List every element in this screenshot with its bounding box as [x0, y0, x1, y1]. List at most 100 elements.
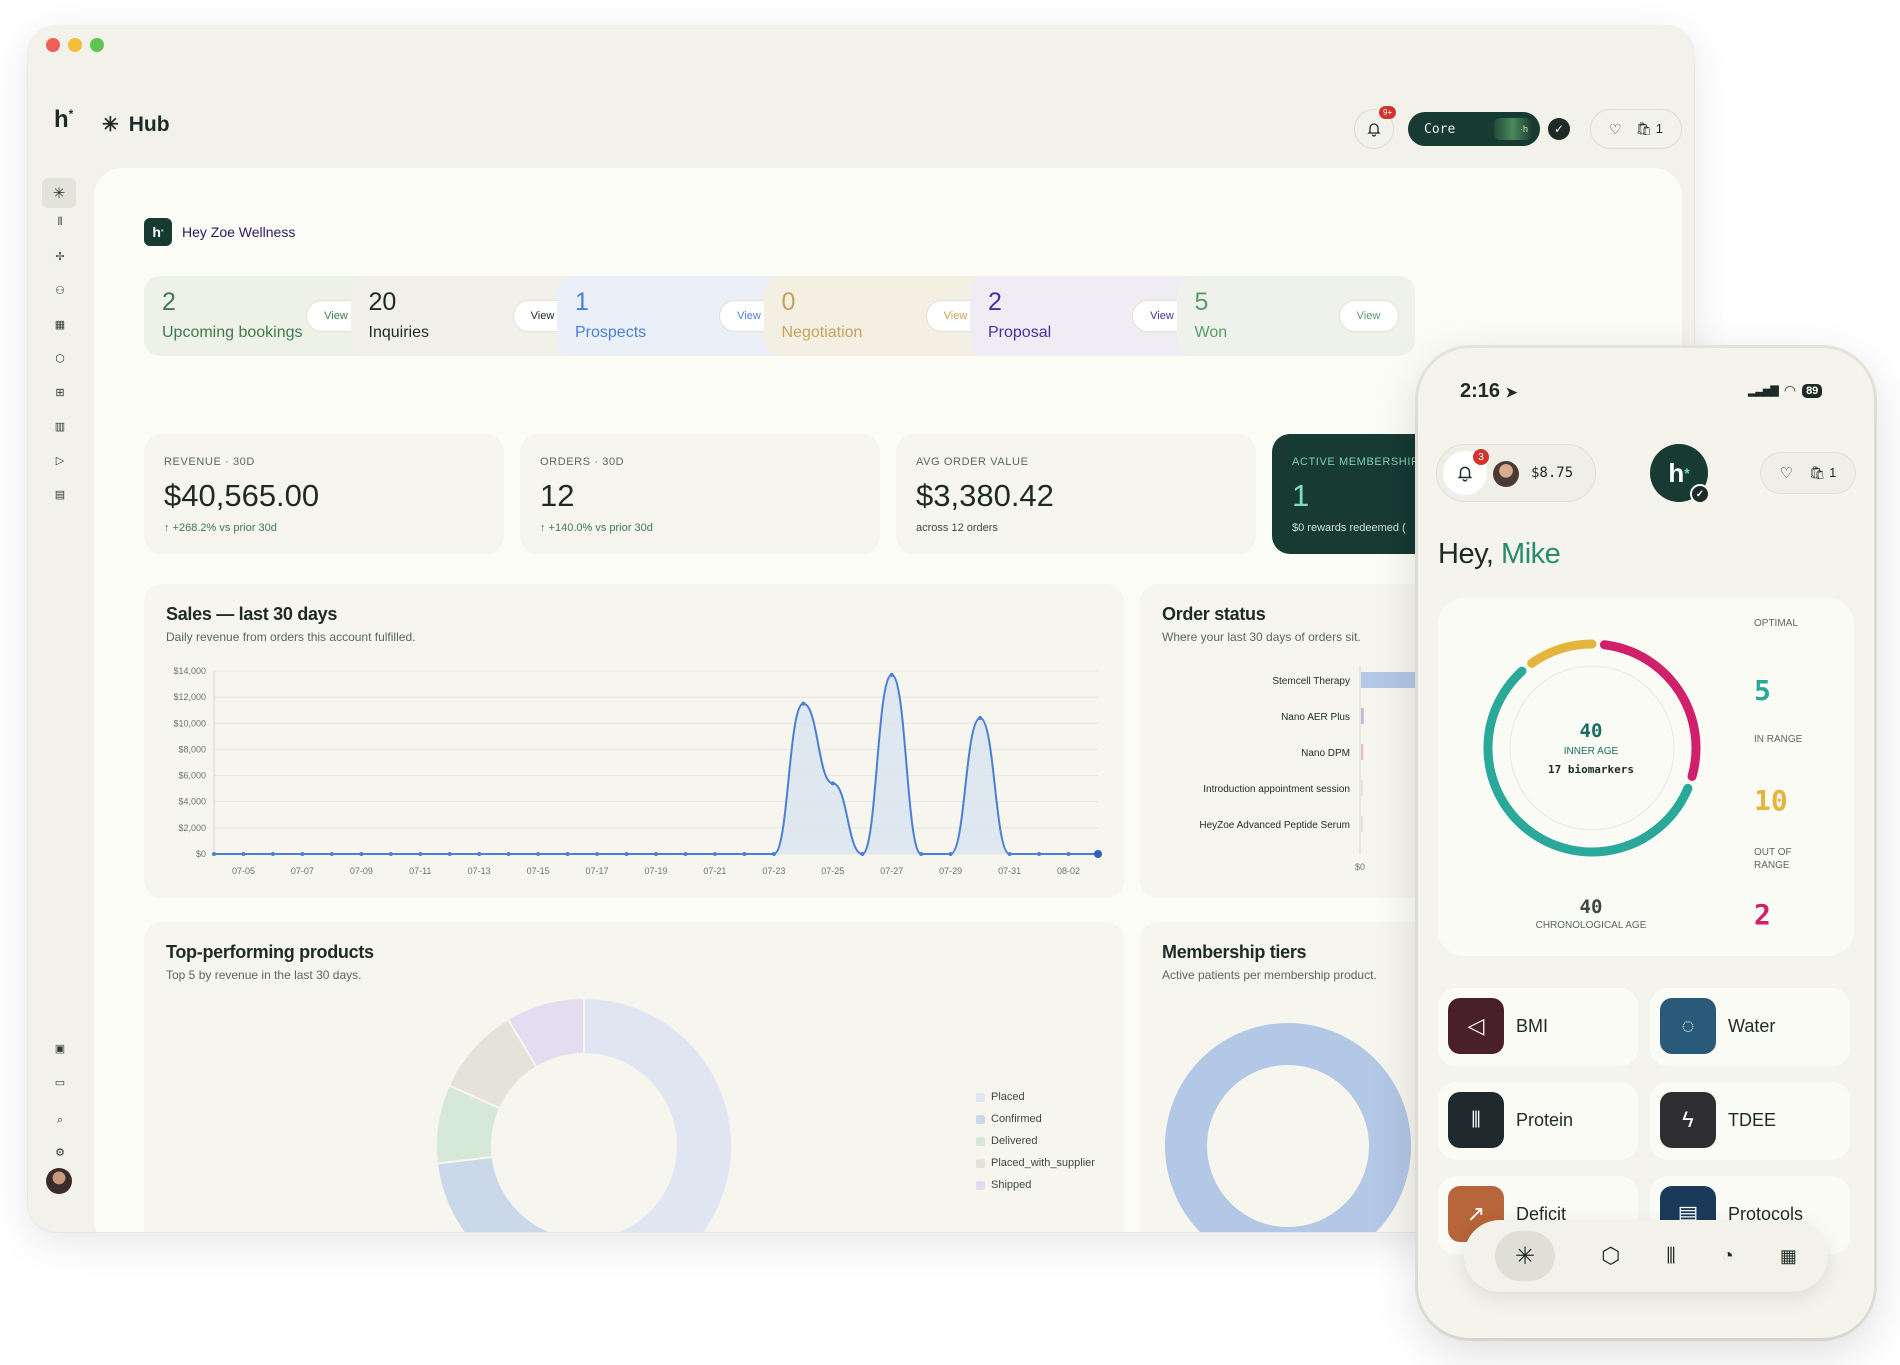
sales-point[interactable] [683, 852, 688, 856]
legend-item[interactable]: Confirmed [976, 1108, 1095, 1130]
sales-point[interactable] [1007, 852, 1012, 856]
inner-age-card[interactable]: 40 INNER AGE 17 biomarkers 40 CHRONOLOGI… [1438, 598, 1854, 956]
sales-point[interactable] [477, 852, 482, 856]
donut-slice[interactable] [435, 1155, 562, 1232]
sales-line [214, 673, 1098, 856]
sidebar-calendar-icon[interactable]: ▦ [54, 318, 66, 331]
tool-tile[interactable]: ⫴ Protein [1438, 1082, 1638, 1160]
legend-item[interactable]: Delivered [976, 1130, 1095, 1152]
minimize-window-button[interactable] [68, 38, 82, 52]
notifications-button[interactable]: 9+ [1354, 106, 1397, 149]
pipeline-view-button[interactable]: View [1338, 300, 1399, 332]
heart-icon[interactable]: ♡ [1609, 120, 1622, 137]
sidebar-utensils-icon[interactable]: ⫴ [57, 215, 63, 228]
sales-point[interactable] [270, 852, 275, 856]
sales-point[interactable] [712, 852, 717, 856]
maximize-window-button[interactable] [90, 38, 104, 52]
legend-swatch [976, 1136, 985, 1146]
donut-slice[interactable] [549, 996, 733, 1232]
cart-button[interactable]: 🛍︎ 1 [1809, 465, 1837, 480]
sales-point[interactable] [241, 852, 246, 856]
nav-utensils-icon[interactable]: ⫴ [1666, 1243, 1676, 1268]
sales-point[interactable] [447, 852, 452, 856]
tool-tile[interactable]: ϟ TDEE [1650, 1082, 1850, 1160]
nav-box-icon[interactable]: ⬡ [1601, 1243, 1621, 1268]
sidebar-settings-icon[interactable]: ⚙ [55, 1146, 65, 1159]
brand-avatar[interactable]: h * ✓ [1650, 444, 1710, 504]
sales-point[interactable] [212, 852, 216, 856]
sales-point[interactable] [978, 716, 983, 721]
sidebar-inbox-icon[interactable]: ▤ [54, 488, 66, 501]
sales-point[interactable] [300, 852, 305, 856]
status-bar[interactable] [1361, 780, 1363, 796]
sales-point[interactable] [830, 781, 835, 786]
sales-point[interactable] [919, 852, 924, 856]
x-tick-label: 07-07 [291, 866, 314, 876]
brand-logo[interactable]: h* [54, 106, 74, 133]
legend-item[interactable]: Shipped [976, 1174, 1095, 1196]
in-range-value: 10 [1754, 784, 1788, 817]
sidebar-home-icon[interactable]: ✳ [42, 178, 76, 208]
sales-point[interactable] [418, 852, 423, 856]
sales-point[interactable] [595, 852, 600, 856]
revenue-value: $40,565.00 [164, 478, 320, 513]
sidebar-store-icon[interactable]: ▣ [54, 1042, 66, 1055]
sales-point[interactable] [536, 852, 541, 856]
sales-point[interactable] [565, 852, 570, 856]
nav-calendar-icon[interactable]: ▦ [1779, 1245, 1797, 1266]
status-bar[interactable] [1361, 744, 1364, 760]
donut-slice[interactable] [506, 996, 585, 1069]
sales-point[interactable] [329, 852, 334, 856]
sales-point[interactable] [771, 852, 776, 856]
y-tick-label: $10,000 [173, 718, 206, 728]
legend-item[interactable]: Placed [976, 1086, 1095, 1108]
sidebar-card-icon[interactable]: ▭ [54, 1076, 66, 1089]
sales-point[interactable] [388, 852, 393, 856]
x-tick-label: 07-09 [350, 866, 373, 876]
sales-point[interactable] [1037, 852, 1042, 856]
x-tick-label: 07-19 [644, 866, 667, 876]
sales-point[interactable] [654, 852, 658, 856]
sales-point[interactable] [860, 852, 865, 856]
sales-point[interactable] [742, 852, 747, 856]
sidebar-search-icon[interactable]: ⌕ [56, 1113, 64, 1126]
tool-tile[interactable]: ◌ Water [1650, 988, 1850, 1066]
sales-point[interactable] [948, 852, 953, 856]
plan-switcher[interactable]: Core ·h [1408, 112, 1540, 146]
ring-inner-guide [1509, 665, 1675, 831]
sales-point[interactable] [359, 852, 364, 856]
tool-tile[interactable]: ◁ BMI [1438, 988, 1638, 1066]
status-bar[interactable] [1361, 708, 1364, 724]
pipeline-label: Upcoming bookings [162, 324, 303, 341]
status-time: 2:16 ➤ [1460, 380, 1518, 402]
sales-point[interactable] [801, 701, 806, 706]
sales-last-point[interactable] [1094, 850, 1102, 858]
wallet-pill[interactable]: 3 $8.75 [1436, 444, 1596, 502]
sidebar-book-icon[interactable]: ▥ [54, 420, 66, 433]
top-products-title: Top-performing products [166, 942, 374, 962]
donut-slice[interactable] [1163, 1021, 1414, 1232]
heart-icon[interactable]: ♡ [1779, 465, 1794, 482]
profile-avatar[interactable] [1493, 461, 1519, 487]
sales-point[interactable] [624, 852, 629, 856]
sidebar-box-icon[interactable]: ⬡ [55, 352, 65, 365]
sidebar-network-icon[interactable]: ✢ [55, 250, 65, 263]
legend-swatch [976, 1114, 985, 1124]
close-window-button[interactable] [46, 38, 60, 52]
greeting: Hey, Mike [1438, 538, 1561, 570]
legend-item[interactable]: Placed_with_supplier [976, 1152, 1095, 1174]
pipeline-value: 2 [988, 288, 1002, 316]
sales-point[interactable] [889, 672, 894, 677]
y-tick-label: $8,000 [178, 744, 206, 754]
nav-chat-icon[interactable]: ◔ [1721, 1244, 1734, 1267]
inner-age-value: 40 [1579, 720, 1603, 742]
sales-point[interactable] [1066, 852, 1071, 856]
status-bar[interactable] [1361, 816, 1363, 832]
sidebar-apps-icon[interactable]: ⊞ [55, 386, 65, 399]
sales-point[interactable] [506, 852, 511, 856]
user-avatar[interactable] [46, 1168, 72, 1194]
cart-button[interactable]: 🛍︎ 1 [1635, 121, 1663, 136]
nav-home-icon[interactable]: ✳ [1495, 1231, 1556, 1281]
sidebar-users-icon[interactable]: ⚇ [55, 284, 65, 297]
sidebar-send-icon[interactable]: ▷ [55, 454, 65, 467]
